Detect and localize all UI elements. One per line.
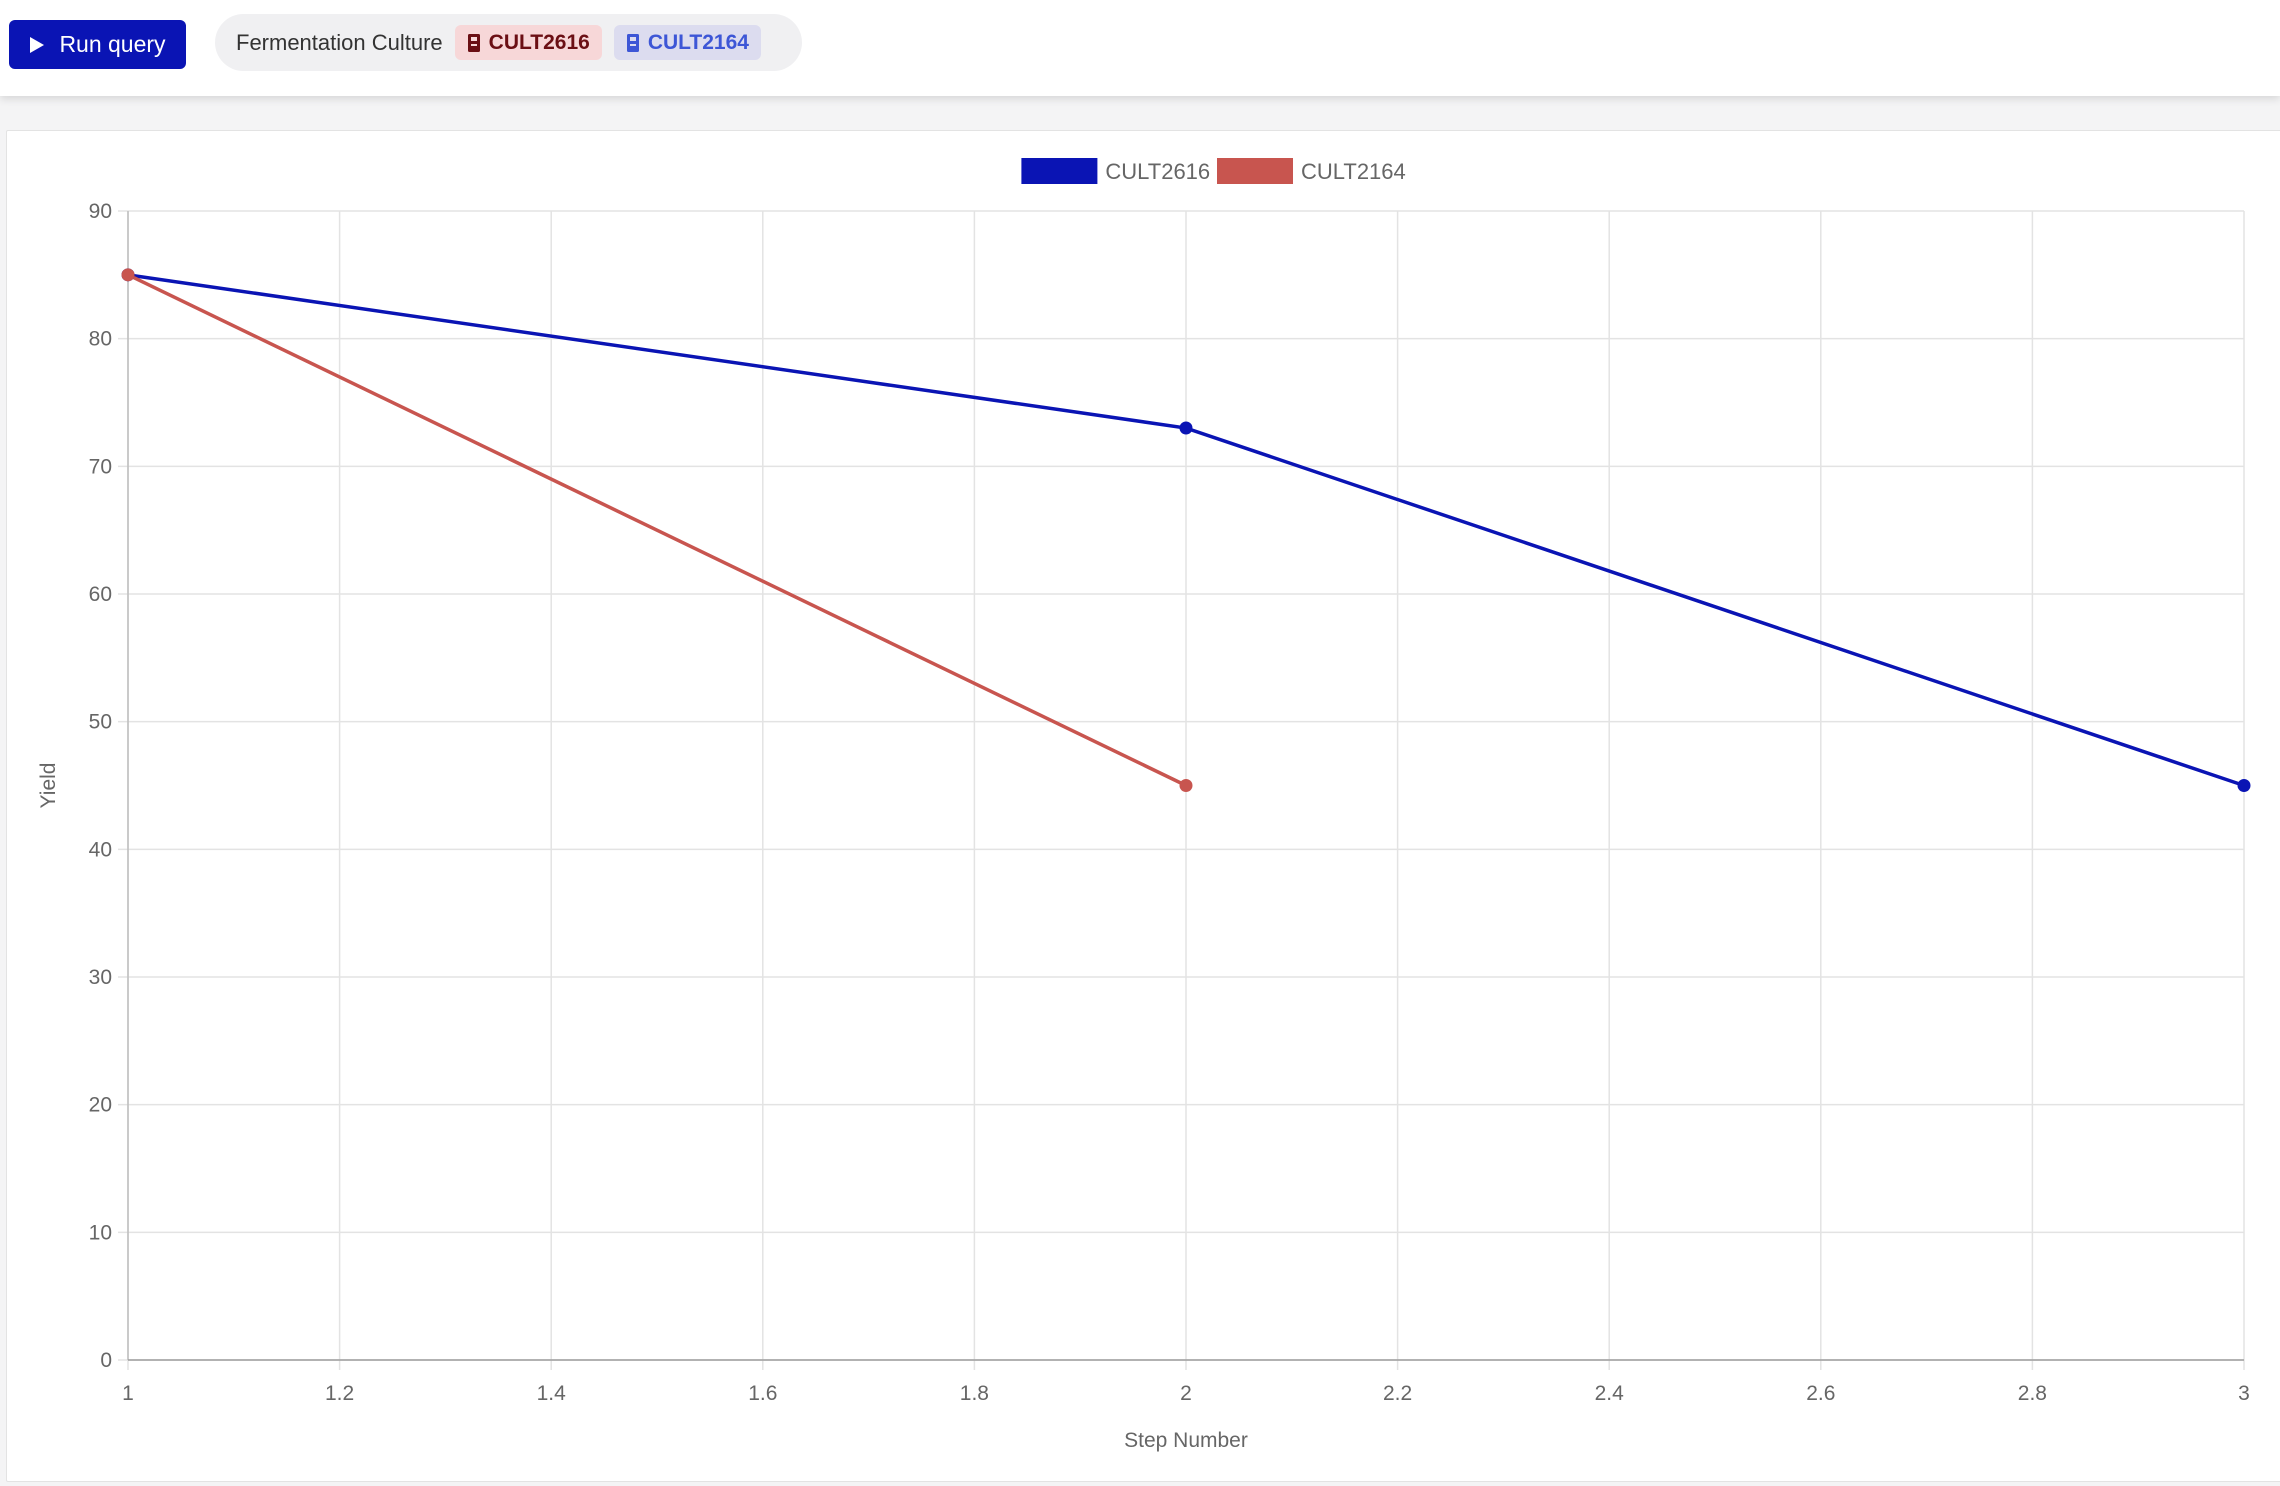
legend-label: CULT2164 (1301, 159, 1406, 184)
y-tick-label: 90 (89, 200, 112, 223)
x-tick-label: 2.6 (1806, 1382, 1835, 1405)
legend-swatch (1217, 158, 1293, 184)
query-filter-pill[interactable]: Fermentation Culture CULT2616 CULT2164 (215, 14, 802, 71)
legend-item-cult2164[interactable]: CULT2164 (1217, 158, 1406, 184)
y-tick-label: 0 (100, 1349, 112, 1372)
chart-axes: 1 1.2 1.4 1.6 1.8 2 2.2 2.4 2.6 2.8 30102030405060… (89, 200, 2250, 1405)
y-tick-label: 10 (89, 1221, 112, 1244)
data-point-cult2164[interactable] (1179, 779, 1193, 792)
x-tick-label: 1 (122, 1382, 134, 1405)
data-point-cult2616[interactable] (1179, 421, 1193, 435)
culture-tag-cult2164[interactable]: CULT2164 (613, 25, 761, 60)
x-tick-label: 1.2 (325, 1382, 354, 1405)
x-tick-label: 3 (2238, 1382, 2250, 1405)
play-icon (30, 36, 45, 53)
x-tick-label: 2.8 (2018, 1382, 2047, 1405)
line-chart: 1 1.2 1.4 1.6 1.8 2 2.2 2.4 2.6 2.8 30102030405060… (37, 158, 2251, 1452)
run-query-button[interactable]: Run query (9, 20, 186, 69)
x-tick-label: 1.6 (748, 1382, 777, 1405)
culture-tag-cult2616[interactable]: CULT2616 (454, 25, 602, 60)
culture-tag-label: CULT2616 (488, 30, 590, 54)
query-label: Fermentation Culture (236, 29, 443, 55)
chart-legend[interactable]: CULT2616 CULT2164 (1021, 158, 1406, 184)
x-tick-label: 2.4 (1595, 1382, 1625, 1405)
y-tick-label: 80 (89, 328, 112, 351)
beaker-icon (626, 33, 639, 52)
y-tick-label: 30 (89, 966, 112, 989)
x-axis-title: Step Number (1124, 1429, 1248, 1452)
data-point-cult2164[interactable] (121, 268, 135, 282)
beaker-icon (467, 33, 480, 52)
x-tick-label: 1.8 (960, 1382, 989, 1405)
run-query-label: Run query (59, 31, 166, 57)
y-tick-label: 60 (89, 583, 112, 606)
x-tick-label: 2.2 (1383, 1382, 1412, 1405)
data-point-cult2616[interactable] (2237, 779, 2251, 792)
x-tick-label: 2 (1180, 1382, 1192, 1405)
legend-label: CULT2616 (1105, 159, 1210, 184)
x-tick-label: 1.4 (537, 1382, 567, 1405)
y-tick-label: 20 (89, 1094, 112, 1117)
y-tick-label: 70 (89, 455, 112, 478)
query-toolbar: Run query Fermentation Culture CULT2616 … (0, 0, 2280, 96)
chart-panel: 1 1.2 1.4 1.6 1.8 2 2.2 2.4 2.6 2.8 3 0 10 20 30 40 50 60… (6, 130, 2280, 1482)
series-line-cult2164 (127, 273, 1187, 788)
legend-item-cult2616[interactable]: CULT2616 (1021, 158, 1210, 184)
chart-series (121, 268, 2251, 792)
legend-swatch (1021, 158, 1098, 184)
y-tick-label: 40 (89, 838, 112, 861)
culture-tag-label: CULT2164 (647, 30, 749, 54)
y-axis-title: Yield (37, 763, 60, 809)
chart-grid (118, 210, 2245, 1370)
y-tick-label: 50 (89, 711, 112, 734)
